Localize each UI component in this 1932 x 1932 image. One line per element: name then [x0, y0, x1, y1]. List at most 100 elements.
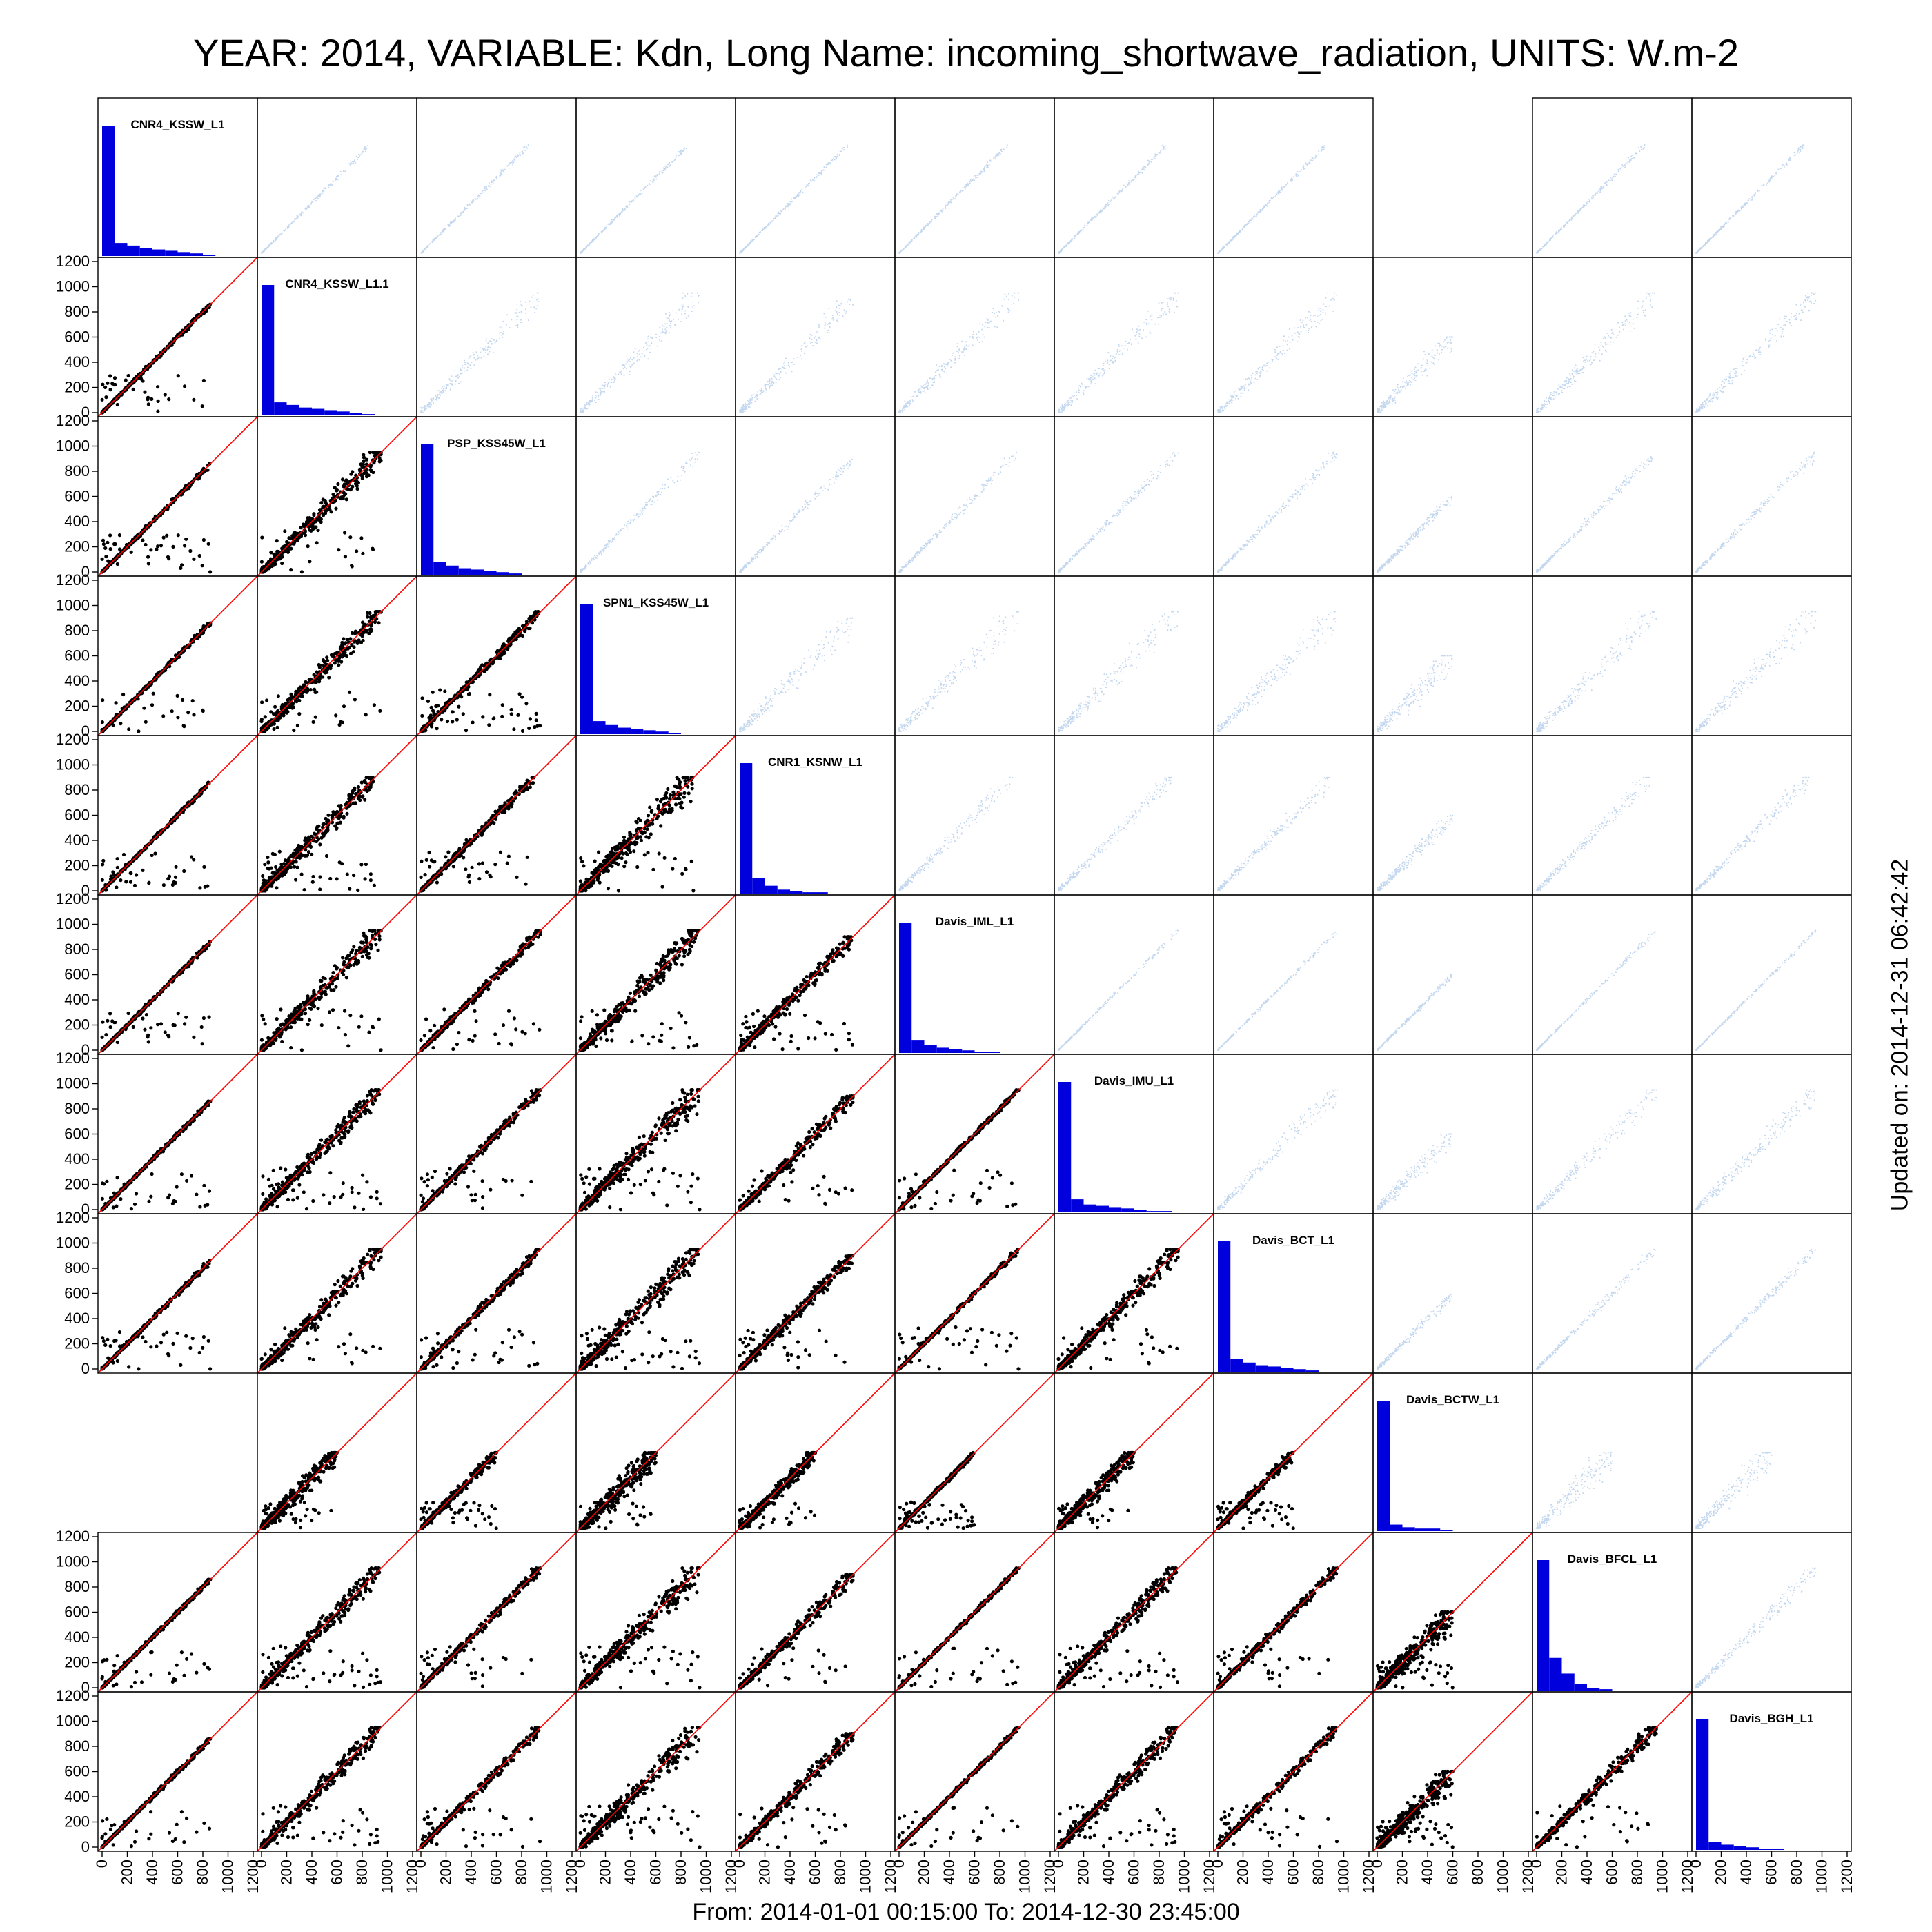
density-points [898, 144, 1008, 254]
histogram-bar [139, 248, 152, 256]
histogram-bar [1771, 1849, 1784, 1850]
panel-r0-c6 [1054, 97, 1214, 258]
x-tick-label: 1000 [1654, 1860, 1671, 1893]
panel-r9-c5 [894, 1532, 1055, 1693]
histogram-bar [1268, 1366, 1281, 1372]
density-points [1217, 611, 1337, 732]
histogram-bar [165, 250, 178, 256]
histogram-bar [790, 891, 803, 894]
figure-title: YEAR: 2014, VARIABLE: Kdn, Long Name: in… [193, 31, 1739, 75]
panel-r1-c0 [97, 257, 258, 417]
x-tick-label: 800 [831, 1860, 849, 1885]
histogram-bar [274, 402, 287, 415]
one-to-one-line [416, 1054, 577, 1214]
one-to-one-line [97, 257, 258, 417]
panel-r8-c5 [894, 1372, 1055, 1533]
density-points [1217, 145, 1325, 254]
panel-r6-c2 [416, 1054, 577, 1214]
panel-r7-c9 [1532, 1213, 1693, 1374]
one-to-one-line [97, 1054, 258, 1214]
density-points [1536, 931, 1656, 1051]
x-tick-label: 1200 [1360, 1860, 1377, 1893]
x-tick-label: 1200 [563, 1860, 580, 1893]
one-to-one-line [257, 1532, 417, 1693]
x-tick-label: 400 [781, 1860, 798, 1885]
panel-r0-c1 [257, 97, 417, 258]
panel-r10-c2 [416, 1691, 577, 1852]
y-tick-label: 800 [64, 1737, 90, 1755]
panel-r3-c6 [1054, 575, 1214, 736]
panel-r2-c3 [575, 416, 736, 577]
x-tick-label: 1000 [1335, 1860, 1352, 1893]
one-to-one-line [257, 1054, 417, 1214]
histogram-bar [974, 1052, 987, 1053]
density-points [739, 458, 853, 573]
histogram-bar [777, 889, 790, 894]
density-points [1695, 292, 1817, 413]
panel-r5-c8 [1372, 894, 1533, 1055]
panel-r2-c7 [1213, 416, 1374, 577]
x-tick-label: 1200 [1519, 1860, 1537, 1893]
histogram-bar [299, 407, 312, 415]
panel-r2-c0 [97, 416, 258, 577]
panel-r1-c8 [1372, 257, 1533, 417]
panel-border [1213, 257, 1374, 417]
variable-label: Davis_BFCL_L1 [1568, 1552, 1657, 1566]
y-tick-label: 200 [64, 1016, 90, 1034]
x-tick-label: 0 [890, 1860, 907, 1868]
panel-r8-c4 [735, 1372, 896, 1533]
histogram-bar [1083, 1204, 1096, 1212]
one-to-one-line [416, 1532, 577, 1693]
density-points [898, 451, 1018, 573]
one-to-one-line [735, 894, 896, 1055]
y-tick-label: 0 [81, 1360, 90, 1377]
x-tick-label: 1000 [857, 1860, 874, 1893]
panel-r4-c8 [1372, 735, 1533, 896]
histogram-bar [262, 285, 275, 415]
density-points [580, 451, 700, 573]
histogram-bar [286, 404, 299, 415]
variable-label: Davis_BCTW_L1 [1406, 1393, 1499, 1406]
variable-label: PSP_KSS45W_L1 [447, 437, 546, 450]
x-tick-label: 0 [1528, 1860, 1545, 1868]
y-tick-label: 1200 [56, 890, 90, 907]
y-tick-label: 400 [64, 1310, 90, 1327]
one-to-one-line [257, 894, 417, 1055]
one-to-one-line [575, 1691, 736, 1852]
date-range-footer: From: 2014-01-01 00:15:00 To: 2014-12-30… [692, 1899, 1240, 1925]
density-points [1695, 451, 1816, 573]
density-points [1217, 776, 1330, 891]
variable-label: Davis_BCT_L1 [1252, 1234, 1334, 1247]
y-tick-label: 200 [64, 379, 90, 396]
panel-r7-c7: Davis_BCT_L1 [1213, 1213, 1374, 1374]
panel-border [1691, 1213, 1852, 1374]
y-tick-label: 600 [64, 966, 90, 983]
panel-r9-c8 [1372, 1532, 1533, 1693]
x-tick-label: 400 [1259, 1860, 1276, 1885]
x-tick-label: 400 [940, 1860, 958, 1885]
x-tick-label: 800 [1628, 1860, 1646, 1885]
one-to-one-line [1054, 1372, 1214, 1533]
y-tick-label: 200 [64, 1654, 90, 1671]
panel-r2-c9 [1532, 416, 1693, 577]
panel-r6-c8 [1372, 1054, 1533, 1214]
y-tick-label: 400 [64, 1788, 90, 1805]
panel-r3-c1 [257, 575, 417, 736]
y-tick-label: 1200 [56, 1528, 90, 1545]
y-tick-label: 200 [64, 1176, 90, 1193]
panel-r10-c8 [1372, 1691, 1533, 1852]
panel-r5-c5: Davis_IML_L1 [894, 894, 1055, 1055]
y-tick-label: 600 [64, 1604, 90, 1621]
one-to-one-line [894, 1054, 1055, 1214]
y-tick-label: 1200 [56, 731, 90, 748]
histogram-bar [421, 444, 434, 575]
histogram-bar [1058, 1082, 1072, 1212]
panel-r3-c8 [1372, 575, 1533, 736]
histogram-bar [1599, 1689, 1613, 1690]
x-tick-label: 1200 [882, 1860, 899, 1893]
panel-r2-c4 [735, 416, 896, 577]
panel-r1-c10 [1691, 257, 1852, 417]
one-to-one-line [735, 1213, 896, 1374]
histogram-bar [1159, 1211, 1172, 1212]
panel-r7-c0 [97, 1213, 258, 1374]
